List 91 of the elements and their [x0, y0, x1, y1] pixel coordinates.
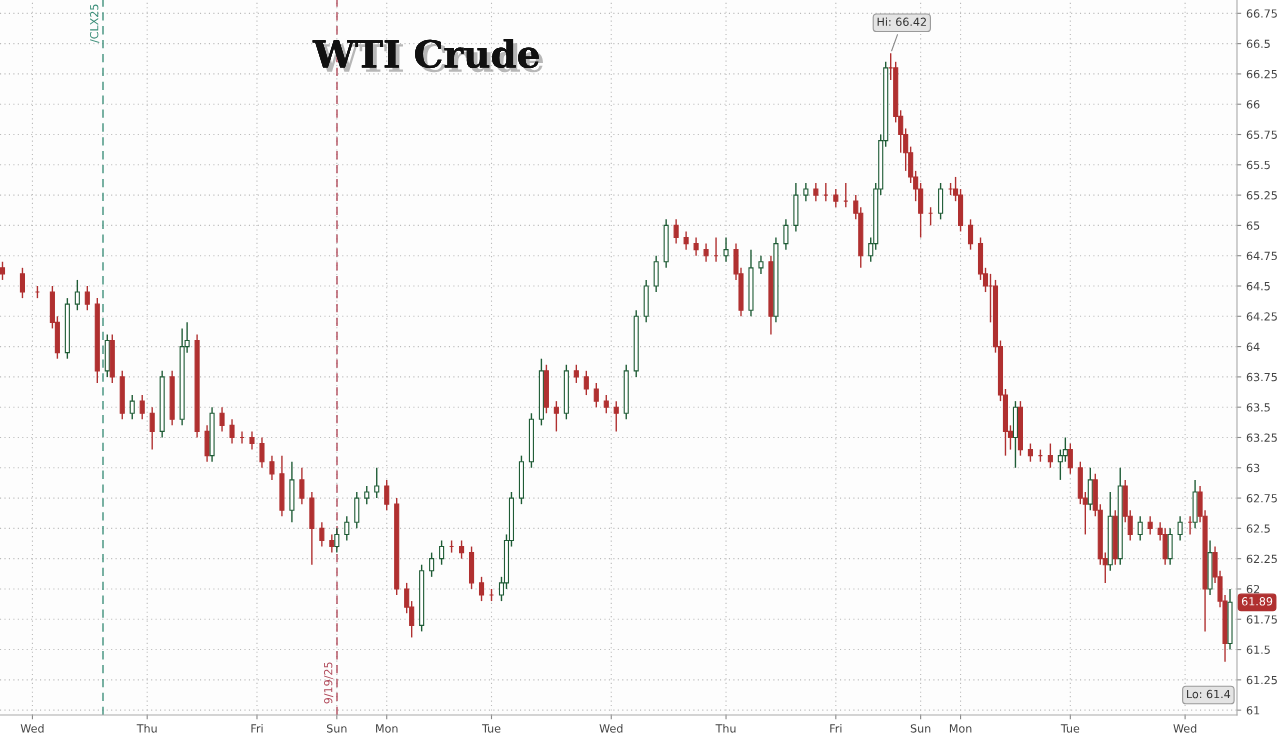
x-tick-label: Wed	[599, 724, 623, 733]
candlestick	[329, 533, 335, 554]
x-tick-label: Mon	[376, 724, 398, 733]
y-tick-label: 64.5	[1246, 281, 1270, 291]
candlestick	[703, 242, 709, 263]
y-tick-label: 65.75	[1246, 130, 1277, 139]
candlestick	[693, 236, 699, 257]
y-tick-label: 64.25	[1246, 312, 1277, 321]
candlestick	[74, 279, 80, 311]
x-tick-label: Fri	[830, 724, 842, 733]
x-tick-label: Sun	[910, 724, 931, 733]
y-tick-label: 63.25	[1246, 433, 1277, 442]
candlestick	[593, 382, 599, 408]
y-tick-label: 63.5	[1246, 403, 1270, 412]
candlestick	[439, 539, 445, 566]
candlestick	[459, 539, 465, 560]
y-tick-label: 66.25	[1246, 69, 1277, 79]
y-tick-label: 62.75	[1246, 494, 1277, 503]
candlestick	[19, 267, 26, 299]
text: 61.89	[1241, 597, 1273, 606]
candlestick	[259, 436, 265, 469]
candlestick	[683, 230, 689, 251]
candlestick	[344, 515, 350, 542]
annotation: /CLX25	[89, 4, 100, 44]
candlestick	[603, 394, 609, 414]
y-tick-label: 65.25	[1246, 191, 1277, 200]
y-tick-label: 61.75	[1246, 615, 1277, 624]
candlestick	[364, 485, 370, 505]
y-tick-label: 61	[1246, 706, 1260, 715]
candlestick	[783, 218, 789, 251]
y-tick-label: 62.5	[1246, 524, 1270, 533]
candlestick	[813, 182, 819, 202]
y-tick-label: 66.5	[1246, 39, 1270, 49]
candlestick	[139, 394, 145, 421]
candlestick	[967, 218, 974, 251]
x-tick-label: Thu	[715, 724, 736, 733]
annotation: Lo: 61.4	[1187, 689, 1231, 699]
candlestick	[758, 255, 764, 275]
x-tick-label: Wed	[20, 724, 44, 733]
x-tick-label: Fri	[251, 724, 263, 733]
annotation: Hi: 66.42	[877, 17, 926, 26]
candlestick	[1137, 515, 1143, 542]
y-tick-label: 65	[1246, 221, 1260, 230]
y-tick-label: 63	[1246, 463, 1260, 473]
y-tick-label: 61.25	[1246, 675, 1277, 685]
candlestick	[219, 406, 225, 433]
candlestick	[319, 521, 325, 548]
x-tick-label: Mon	[949, 724, 972, 733]
y-tick-label: 66.75	[1246, 9, 1277, 18]
candlestick	[478, 576, 485, 602]
candlestick	[299, 467, 305, 505]
x-tick-label: Sun	[326, 724, 347, 733]
y-tick-label: 62	[1246, 584, 1260, 594]
candlestick	[84, 285, 90, 311]
text: WTI Crude	[312, 39, 543, 73]
candlestick	[1062, 436, 1068, 463]
candlestick	[1027, 442, 1033, 463]
candlestick	[229, 418, 235, 445]
y-tick-label: 63.75	[1246, 372, 1277, 382]
candlestick	[1067, 442, 1073, 475]
candlestick	[573, 364, 579, 384]
candlestick	[429, 551, 435, 578]
y-tick-label: 64	[1246, 342, 1260, 351]
candlestick	[723, 236, 729, 263]
x-tick-label: Thu	[136, 724, 157, 733]
candlestick	[673, 218, 679, 245]
annotation: 9/19/25	[323, 662, 334, 704]
y-tick-label: 61.5	[1246, 645, 1270, 654]
candlestick	[583, 370, 589, 396]
candlestick	[384, 479, 390, 511]
candlestick	[1047, 442, 1053, 469]
candlestick	[833, 188, 839, 208]
candlestick	[269, 454, 275, 481]
candlestick	[334, 527, 340, 554]
x-tick-label: Wed	[1173, 724, 1197, 733]
x-tick-label: Tue	[1060, 724, 1080, 733]
candlestick	[1177, 515, 1183, 542]
y-tick-label: 62.25	[1246, 554, 1277, 564]
candlestick	[553, 400, 559, 433]
candlestick	[249, 430, 255, 451]
y-tick-label: 65.5	[1246, 160, 1270, 170]
y-tick-label: 66	[1246, 100, 1260, 109]
candlestick	[803, 182, 809, 202]
x-tick-label: Tue	[481, 724, 501, 733]
candlestick	[613, 400, 619, 433]
candlestick	[1147, 515, 1153, 536]
candlestick	[374, 467, 380, 499]
candlestick	[129, 394, 135, 421]
y-tick-label: 64.75	[1246, 251, 1277, 261]
candlestick	[149, 406, 155, 451]
candlestick	[0, 261, 6, 281]
